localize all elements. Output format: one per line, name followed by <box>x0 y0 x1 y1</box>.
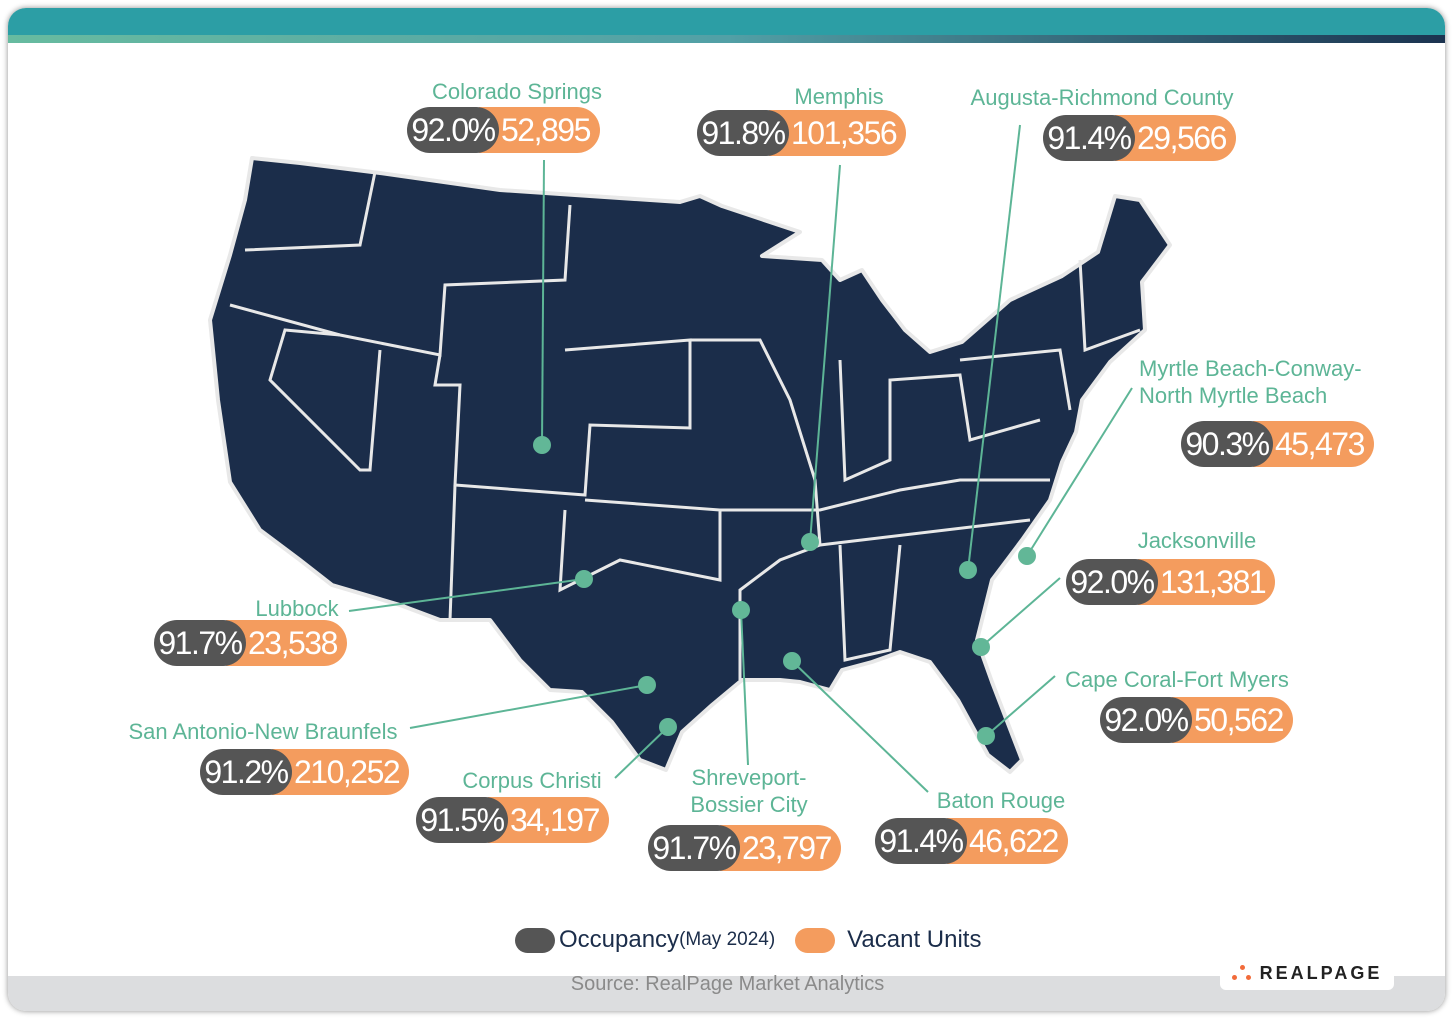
market-name: Corpus Christi <box>462 768 602 793</box>
market-dot[interactable] <box>959 561 977 579</box>
vacant-swatch <box>795 927 836 953</box>
vacant-units-value: 101,356 <box>769 110 907 156</box>
market-name: Shreveport- Bossier City <box>690 765 808 817</box>
market-stats: 91.7% 23,797 <box>648 825 841 871</box>
market-name: Colorado Springs <box>432 79 602 104</box>
market-name: Lubbock <box>255 596 339 621</box>
occupancy-value: 91.7% <box>648 825 740 871</box>
market-dot[interactable] <box>638 676 656 694</box>
market-dot[interactable] <box>732 601 750 619</box>
market-name: Memphis <box>794 84 884 109</box>
market-dot[interactable] <box>783 652 801 670</box>
vacant-units-value: 45,473 <box>1253 421 1374 467</box>
footer-bar <box>8 976 1445 1011</box>
market-name: Jacksonville <box>1137 528 1257 553</box>
vacant-units-value: 29,566 <box>1115 115 1236 161</box>
market-dot[interactable] <box>977 727 995 745</box>
legend: Occupancy (May 2024) Vacant Units <box>515 926 981 954</box>
occupancy-value: 91.7% <box>154 620 246 666</box>
market-name: Augusta-Richmond County <box>970 85 1234 110</box>
leader-line <box>980 577 1061 648</box>
leader-line <box>809 164 841 543</box>
market-dot[interactable] <box>575 570 593 588</box>
leader-line <box>791 660 929 793</box>
header-bar <box>8 8 1445 35</box>
leader-lines <box>348 124 1133 793</box>
market-dot[interactable] <box>972 638 990 656</box>
market-dot[interactable] <box>1018 547 1036 565</box>
occupancy-value: 92.0% <box>1100 697 1192 743</box>
leader-line <box>614 726 669 779</box>
market-stats: 91.8% 101,356 <box>697 110 907 156</box>
market-name: San Antonio-New Braunfels <box>128 719 398 744</box>
vacant-units-value: 131,381 <box>1138 559 1276 605</box>
market-stats: 92.0% 131,381 <box>1066 559 1276 605</box>
vacant-units-value: 50,562 <box>1172 697 1293 743</box>
leader-line <box>1026 387 1133 557</box>
leader-line <box>541 159 545 446</box>
market-name: Baton Rouge <box>936 788 1066 813</box>
occupancy-value: 91.2% <box>200 749 292 795</box>
market-stats: 91.5% 34,197 <box>416 797 609 843</box>
market-stats: 91.2% 210,252 <box>200 749 410 795</box>
occupancy-swatch <box>515 927 555 953</box>
market-name: Cape Coral-Fort Myers <box>1065 667 1289 692</box>
realpage-logo: REALPAGE <box>1220 957 1394 990</box>
legend-occupancy: Occupancy <box>559 926 680 953</box>
market-name: Myrtle Beach-Conway- North Myrtle Beach <box>1139 356 1362 408</box>
vacant-units-value: 52,895 <box>479 107 600 153</box>
vacant-units-value: 210,252 <box>272 749 410 795</box>
market-stats: 92.0% 50,562 <box>1100 697 1293 743</box>
market-stats: 91.4% 29,566 <box>1043 115 1236 161</box>
source-text: Source: RealPage Market Analytics <box>570 973 885 995</box>
leader-line <box>348 578 585 612</box>
occupancy-value: 90.3% <box>1181 421 1273 467</box>
occupancy-value: 92.0% <box>1066 559 1158 605</box>
market-stats: 92.0% 52,895 <box>407 107 600 153</box>
header-stripe <box>8 35 1445 43</box>
vacant-units-value: 23,797 <box>720 825 841 871</box>
leader-line <box>409 684 648 729</box>
market-dot[interactable] <box>659 718 677 736</box>
legend-vacant: Vacant Units <box>847 926 982 953</box>
leader-line <box>740 609 749 766</box>
vacant-units-value: 34,197 <box>488 797 609 843</box>
logo-text: REALPAGE <box>1259 963 1383 983</box>
occupancy-value: 91.8% <box>697 110 789 156</box>
logo-dots-icon <box>1231 964 1254 983</box>
occupancy-value: 91.4% <box>875 818 967 864</box>
vacant-units-value: 46,622 <box>947 818 1068 864</box>
market-stats: 91.7% 23,538 <box>154 620 347 666</box>
market-stats: 91.4% 46,622 <box>875 818 1068 864</box>
market-dot[interactable] <box>801 533 819 551</box>
market-dot[interactable] <box>533 436 551 454</box>
occupancy-value: 91.4% <box>1043 115 1135 161</box>
vacant-units-value: 23,538 <box>226 620 347 666</box>
leader-line <box>985 675 1056 737</box>
market-stats: 90.3% 45,473 <box>1181 421 1374 467</box>
occupancy-value: 92.0% <box>407 107 499 153</box>
legend-occupancy-note: (May 2024) <box>679 929 776 950</box>
leader-line <box>967 124 1021 571</box>
occupancy-value: 91.5% <box>416 797 508 843</box>
